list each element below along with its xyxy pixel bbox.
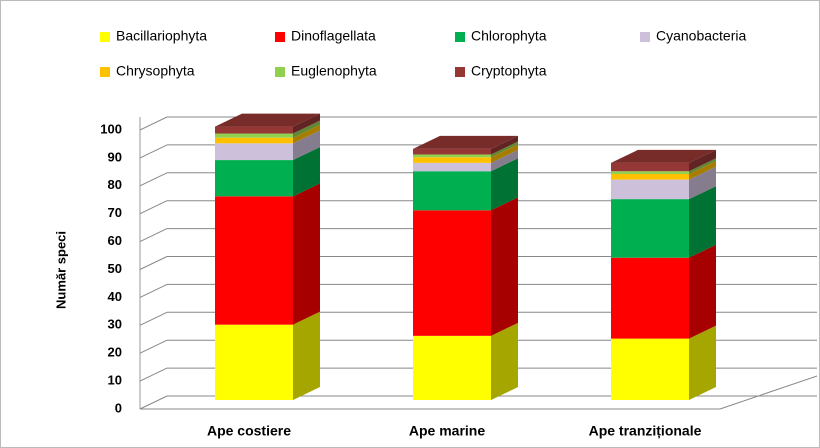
x-tick-label: Ape marine xyxy=(409,423,485,439)
bar-side xyxy=(689,149,716,172)
legend-label: Euglenophyta xyxy=(291,63,377,79)
bar-segment xyxy=(611,162,689,172)
legend-swatch xyxy=(640,32,650,42)
bar-side xyxy=(293,183,320,325)
bar-segment xyxy=(611,171,689,175)
legend-label: Dinoflagellata xyxy=(291,28,376,44)
bar-segment xyxy=(215,324,293,400)
bar-side xyxy=(491,158,518,211)
bar-side xyxy=(491,197,518,336)
bar-segment xyxy=(215,137,293,144)
bar-segment xyxy=(413,157,491,163)
bar-segment xyxy=(413,162,491,172)
bar-side xyxy=(689,161,716,180)
x-tick-label: Ape tranziționale xyxy=(589,423,702,439)
y-tick-label: 80 xyxy=(108,177,122,192)
bar-top xyxy=(611,149,716,163)
grid-line xyxy=(139,172,168,187)
bar-side xyxy=(689,166,716,200)
floor-line xyxy=(719,375,818,410)
bar-segment xyxy=(215,196,293,325)
bar-segment xyxy=(611,338,689,400)
legend-swatch xyxy=(100,67,110,77)
bar-side xyxy=(293,130,320,161)
grid-line xyxy=(139,228,168,243)
legend-swatch xyxy=(275,32,285,42)
bar-segment xyxy=(215,160,293,197)
bar-segment xyxy=(215,143,293,161)
x-tick-label: Ape costiere xyxy=(207,423,291,439)
bar-side xyxy=(293,113,320,134)
grid-line xyxy=(139,395,168,410)
grid-line xyxy=(139,367,168,382)
bar-side xyxy=(293,124,320,144)
bar-side xyxy=(293,147,320,197)
bar-segment xyxy=(413,171,491,211)
grid-line xyxy=(139,339,168,354)
y-tick-label: 0 xyxy=(115,400,122,415)
bar-side xyxy=(293,311,320,400)
bar-side xyxy=(491,135,518,155)
y-tick-label: 40 xyxy=(108,289,122,304)
legend-label: Chlorophyta xyxy=(471,28,547,44)
y-tick-label: 90 xyxy=(108,149,122,164)
grid-line xyxy=(139,200,168,215)
bar-segment xyxy=(611,199,689,258)
grid-line xyxy=(139,256,168,270)
legend-swatch xyxy=(455,67,465,77)
bar-segment xyxy=(611,174,689,180)
y-tick-label: 30 xyxy=(108,317,122,332)
bar-side xyxy=(689,158,716,175)
y-tick-label: 50 xyxy=(108,261,122,276)
grid-line xyxy=(139,116,168,131)
legend-label: Cryptophyta xyxy=(471,63,547,79)
bar-side xyxy=(491,149,518,172)
bar-side xyxy=(293,120,320,138)
bar-top xyxy=(215,113,320,127)
bar-segment xyxy=(413,148,491,155)
y-tick-label: 70 xyxy=(108,205,122,220)
bar-segment xyxy=(611,179,689,200)
bar-segment xyxy=(215,133,293,138)
y-tick-label: 100 xyxy=(100,121,122,136)
legend-label: Bacillariophyta xyxy=(116,28,207,44)
bar-segment xyxy=(611,257,689,339)
bar-side xyxy=(491,322,518,400)
legend-swatch xyxy=(455,32,465,42)
y-tick-label: 10 xyxy=(108,373,122,388)
bar-side xyxy=(689,186,716,258)
legend-label: Cyanobacteria xyxy=(656,28,746,44)
bar-side xyxy=(491,144,518,163)
bar-segment xyxy=(215,126,293,134)
legend-label: Chrysophyta xyxy=(116,63,195,79)
bar-side xyxy=(689,244,716,339)
legend-swatch xyxy=(275,67,285,77)
legend-swatch xyxy=(100,32,110,42)
grid-line xyxy=(139,283,168,298)
bar-segment xyxy=(413,335,491,400)
bar-top xyxy=(413,135,518,149)
bar-segment xyxy=(413,210,491,336)
bar-segment xyxy=(413,154,491,158)
y-axis-label: Număr speci xyxy=(53,231,68,309)
grid-line xyxy=(139,311,168,326)
bar-side xyxy=(491,141,518,158)
y-tick-label: 60 xyxy=(108,233,122,248)
bar-side xyxy=(689,325,716,400)
y-tick-label: 20 xyxy=(108,345,122,360)
grid-line xyxy=(139,144,168,159)
